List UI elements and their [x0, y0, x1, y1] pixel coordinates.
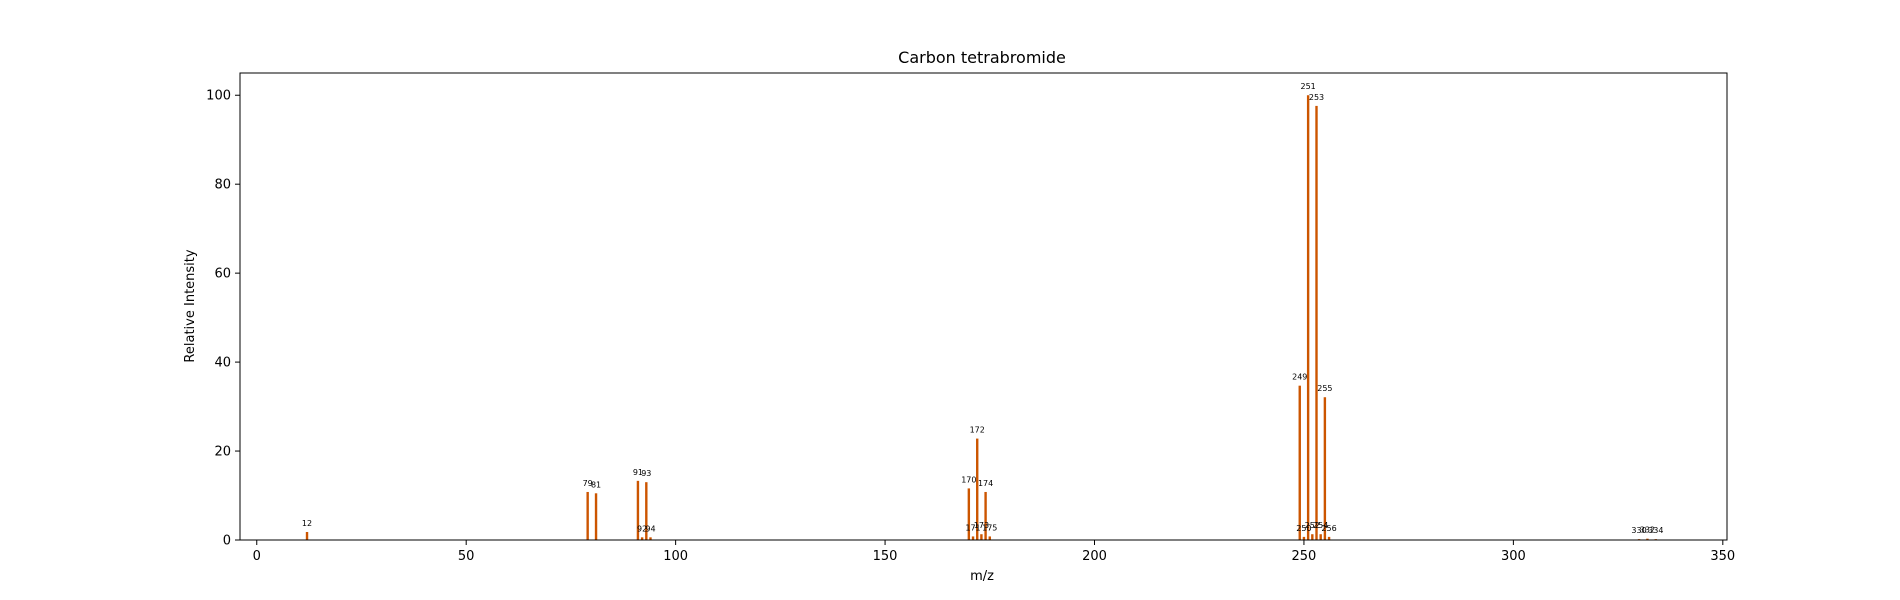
- peak-bar-171: [971, 536, 975, 540]
- peak-bar-174: [984, 491, 987, 540]
- peak-label-249: 249: [1292, 373, 1307, 382]
- y-tick-label-20: 20: [214, 445, 231, 460]
- peak-bar-94: [649, 537, 652, 540]
- peak-bar-81: [594, 493, 598, 540]
- peak-bar-254: [1319, 534, 1322, 540]
- peak-bar-172: [976, 438, 979, 540]
- x-tick-label-0: 0: [253, 549, 261, 564]
- peak-bar-92: [640, 537, 644, 540]
- peak-label-92: 92: [637, 524, 647, 533]
- peak-bar-253: [1315, 105, 1318, 540]
- peak-label-254: 254: [1313, 521, 1328, 530]
- peak-bar-12: [305, 531, 309, 540]
- peak-bar-173: [980, 534, 983, 540]
- peak-label-170: 170: [961, 475, 976, 484]
- peak-bar-91: [636, 480, 640, 540]
- peak-bar-175: [988, 536, 991, 540]
- x-tick-label-250: 250: [1292, 549, 1317, 564]
- peak-label-330: 330: [1631, 526, 1646, 535]
- y-tick-label-0: 0: [223, 534, 231, 549]
- peak-label-94: 94: [645, 524, 655, 533]
- bars-layer: [305, 95, 1657, 541]
- x-axis-ticks: 0 50 100 150 200 250 300 350: [253, 540, 1735, 564]
- peak-label-332: 332: [1640, 526, 1655, 535]
- y-tick-label-100: 100: [206, 89, 231, 104]
- peak-label-250: 250: [1296, 524, 1311, 533]
- peak-label-79: 79: [583, 479, 593, 488]
- peak-label-91: 91: [633, 468, 643, 477]
- peak-bar-79: [586, 491, 589, 540]
- peak-label-172: 172: [970, 426, 985, 435]
- y-axis-ticks: 0 20 40 60 80 100: [206, 89, 240, 549]
- y-axis-label: Relative Intensity: [183, 249, 198, 362]
- peak-bar-170: [967, 488, 971, 540]
- peak-label-81: 81: [591, 480, 601, 489]
- peak-label-173: 173: [974, 521, 989, 530]
- peak-label-252: 252: [1305, 521, 1320, 530]
- chart-title: Carbon tetrabromide: [898, 48, 1066, 67]
- peak-label-171: 171: [965, 523, 980, 532]
- peak-bar-251: [1306, 95, 1310, 541]
- x-tick-label-150: 150: [873, 549, 898, 564]
- peak-label-175: 175: [982, 523, 997, 532]
- peak-bar-256: [1327, 536, 1331, 540]
- peak-label-174: 174: [978, 479, 993, 488]
- x-tick-label-100: 100: [663, 549, 688, 564]
- peak-bar-255: [1323, 397, 1327, 540]
- y-tick-label-80: 80: [214, 178, 231, 193]
- peak-label-12: 12: [302, 519, 312, 528]
- x-axis-label: m/z: [970, 569, 994, 584]
- peak-bar-252: [1311, 534, 1314, 540]
- y-tick-label-60: 60: [214, 267, 231, 282]
- peak-labels-layer: 1279819192939417017117217317417524925025…: [302, 82, 1664, 535]
- x-tick-label-50: 50: [458, 549, 475, 564]
- peak-bar-332: [1646, 538, 1649, 540]
- peak-label-93: 93: [641, 469, 651, 478]
- plot-frame: [239, 72, 1728, 541]
- peak-bar-250: [1302, 536, 1306, 540]
- peak-bar-93: [645, 482, 648, 540]
- peak-bar-249: [1298, 385, 1301, 540]
- y-tick-label-40: 40: [214, 356, 231, 371]
- peak-label-255: 255: [1317, 384, 1332, 393]
- peak-label-256: 256: [1321, 524, 1336, 533]
- peak-label-251: 251: [1300, 82, 1315, 91]
- x-tick-label-200: 200: [1082, 549, 1107, 564]
- x-tick-label-300: 300: [1501, 549, 1526, 564]
- peak-label-334: 334: [1648, 526, 1663, 535]
- x-tick-label-350: 350: [1710, 549, 1735, 564]
- peak-label-253: 253: [1309, 93, 1324, 102]
